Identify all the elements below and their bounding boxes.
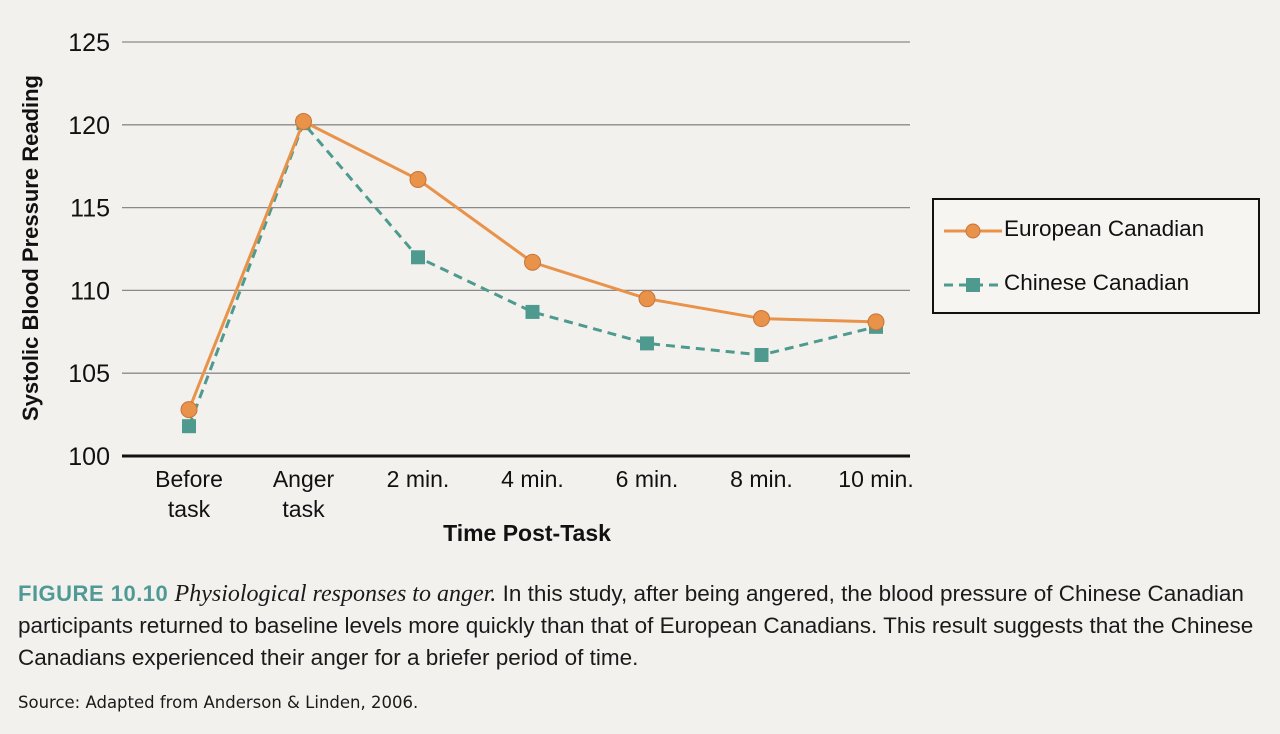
data-point bbox=[754, 347, 769, 362]
data-series bbox=[180, 112, 885, 434]
series-european-canadian bbox=[180, 112, 885, 419]
legend-label: Chinese Canadian bbox=[1004, 270, 1190, 295]
y-tick-label: 120 bbox=[68, 112, 110, 140]
data-point bbox=[640, 336, 654, 351]
y-tick-label: 115 bbox=[70, 195, 110, 223]
legend-swatch-square bbox=[944, 278, 1002, 292]
figure-label: FIGURE 10.10 bbox=[18, 581, 169, 606]
y-tick-label: 125 bbox=[68, 29, 110, 57]
data-point bbox=[753, 310, 770, 328]
legend: European Canadian Chinese Canadian bbox=[932, 198, 1260, 314]
data-point bbox=[524, 253, 541, 271]
figure-caption: FIGURE 10.10 Physiological responses to … bbox=[18, 578, 1268, 674]
data-point bbox=[409, 170, 427, 188]
y-axis-label: Systolic Blood Pressure Reading bbox=[18, 75, 43, 421]
grid-lines bbox=[122, 41, 910, 374]
y-tick-label: 100 bbox=[68, 443, 110, 471]
data-point bbox=[295, 112, 312, 130]
legend-swatch-circle bbox=[944, 223, 1002, 239]
x-tick-label: 2 min. bbox=[387, 466, 450, 492]
source-note: Source: Adapted from Anderson & Linden, … bbox=[18, 693, 419, 712]
series-line bbox=[187, 120, 877, 427]
x-tick-label: Before task bbox=[155, 466, 223, 522]
x-tick-label: 10 min. bbox=[838, 466, 913, 492]
y-tick-labels: 100 105 110 115 120 125 bbox=[68, 29, 110, 471]
y-tick-label: 110 bbox=[70, 277, 110, 305]
x-tick-labels: Before task Anger task 2 min. 4 min. 6 min. 8 m… bbox=[155, 466, 914, 522]
x-tick-label: 4 min. bbox=[501, 466, 564, 492]
data-point bbox=[638, 290, 656, 308]
data-point bbox=[525, 304, 540, 319]
x-tick-label: 8 min. bbox=[730, 466, 793, 492]
x-tick-label: Anger task bbox=[273, 466, 335, 522]
x-axis-label: Time Post-Task bbox=[443, 520, 611, 546]
legend-item-european-canadian: European Canadian bbox=[934, 210, 1258, 250]
x-tick-label: 6 min. bbox=[616, 466, 679, 492]
figure-title: Physiological responses to anger. bbox=[174, 581, 497, 607]
figure-caption-text: In this study, after being angered, the … bbox=[18, 581, 1254, 670]
legend-label: European Canadian bbox=[1004, 216, 1205, 241]
data-point bbox=[182, 419, 196, 434]
data-point bbox=[180, 401, 198, 419]
data-point bbox=[867, 313, 885, 331]
data-point bbox=[411, 250, 425, 265]
y-tick-label: 105 bbox=[68, 360, 110, 388]
legend-item-chinese-canadian: Chinese Canadian bbox=[934, 264, 1258, 304]
